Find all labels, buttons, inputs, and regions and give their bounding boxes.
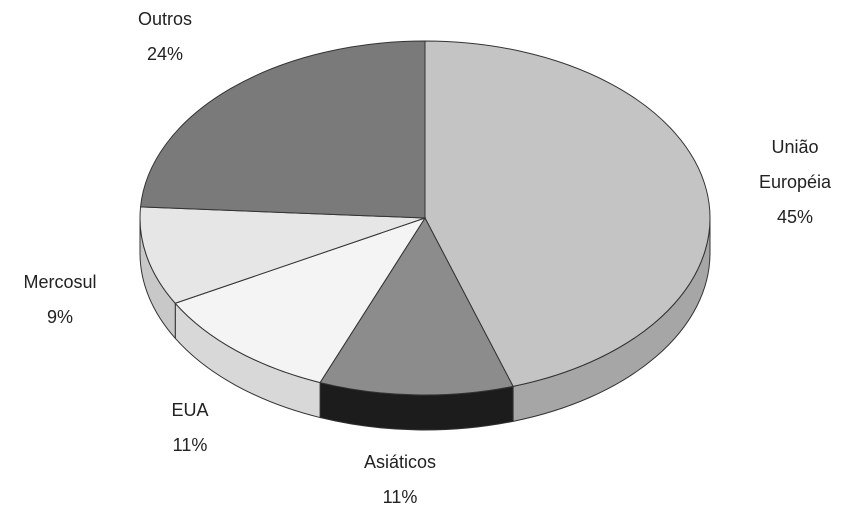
slice-label: Mercosul 9%	[10, 265, 110, 335]
slice	[424, 40, 711, 387]
slice-label: União Européia 45%	[745, 130, 845, 235]
category-label: Asiáticos	[363, 452, 437, 472]
value-label: 45%	[776, 207, 814, 227]
category-label: Outros	[137, 9, 193, 29]
value-label: 24%	[146, 44, 184, 64]
slice	[174, 217, 427, 384]
value-label: 11%	[382, 487, 418, 506]
value-label: 9%	[46, 307, 73, 327]
slice-label: Outros 24%	[115, 2, 215, 72]
slice-label: Asiáticos 11%	[350, 445, 450, 506]
category-label: Mercosul	[23, 272, 97, 292]
slice	[319, 217, 514, 396]
slice	[140, 40, 426, 219]
slice	[139, 206, 426, 304]
category-label: União Européia	[758, 137, 832, 192]
value-label: 11%	[172, 435, 208, 455]
category-label: EUA	[171, 400, 209, 420]
slice-label: EUA 11%	[140, 393, 240, 463]
